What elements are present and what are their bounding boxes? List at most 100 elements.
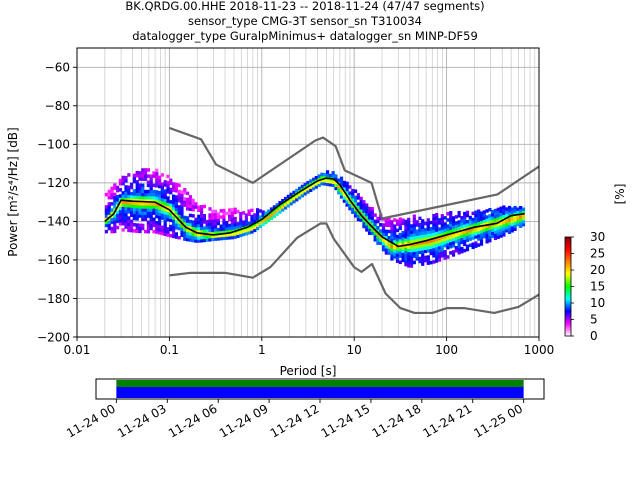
density-cell [491, 228, 495, 232]
density-cell [124, 191, 128, 195]
density-cell [454, 245, 458, 250]
density-cell [379, 216, 383, 221]
density-cell [166, 227, 170, 231]
density-cell [107, 205, 111, 209]
density-cell [211, 228, 215, 232]
density-cell [370, 231, 374, 236]
density-cell [415, 244, 419, 249]
density-cell [432, 244, 436, 249]
density-cell [407, 239, 411, 243]
density-cell [493, 227, 498, 231]
density-cell [491, 231, 495, 236]
density-cell [415, 223, 419, 227]
density-cell [180, 215, 184, 219]
density-cell [488, 220, 492, 224]
density-cell [437, 230, 442, 234]
density-cell [297, 195, 302, 200]
density-cell [446, 255, 450, 259]
density-cell [479, 236, 484, 240]
density-cell [135, 198, 139, 203]
density-cell [426, 233, 430, 238]
density-cell [393, 245, 397, 250]
density-cell [219, 236, 223, 241]
density-cell [107, 195, 111, 200]
density-cell [477, 227, 481, 232]
density-cell [477, 215, 481, 220]
density-cell [163, 226, 167, 230]
density-cell [199, 223, 204, 228]
density-cell [163, 229, 167, 233]
density-cell [267, 215, 271, 220]
density-cell [152, 211, 156, 215]
density-cell [121, 212, 125, 217]
density-cell [261, 219, 265, 224]
density-cell [253, 225, 257, 230]
density-cell [141, 195, 145, 200]
density-cell [323, 175, 327, 180]
density-cell [222, 224, 226, 228]
density-cell [443, 216, 447, 220]
density-cell [158, 209, 162, 213]
density-cell [267, 209, 271, 213]
density-cell [398, 242, 402, 246]
density-cell [390, 247, 394, 252]
density-cell [185, 228, 190, 233]
density-cell [199, 235, 204, 240]
density-cell [457, 241, 461, 246]
density-cell [194, 217, 198, 222]
density-cell [449, 238, 453, 243]
density-cell [474, 241, 478, 245]
density-cell [359, 202, 363, 207]
density-cell [261, 222, 265, 227]
density-cell [407, 217, 411, 222]
x-tick-label: 0.01 [64, 343, 91, 357]
density-cell [124, 197, 128, 202]
density-cell [138, 214, 142, 218]
density-cell [409, 261, 414, 265]
density-cell [177, 236, 181, 240]
density-cell [440, 251, 444, 255]
density-cell [401, 221, 405, 226]
density-cell [463, 239, 467, 244]
density-cell [418, 222, 422, 227]
density-cell [493, 233, 498, 237]
density-cell [152, 192, 156, 197]
density-cell [345, 187, 349, 192]
density-cell [286, 200, 290, 205]
density-cell [353, 189, 358, 193]
density-cell [278, 201, 282, 205]
density-cell [244, 216, 248, 220]
density-cell [141, 208, 145, 212]
density-cell [250, 214, 254, 219]
density-cell [149, 186, 153, 191]
density-cell [432, 247, 436, 252]
density-cell [171, 219, 176, 223]
density-cell [138, 205, 142, 209]
density-cell [426, 246, 430, 250]
density-cell [155, 168, 159, 173]
density-cell [379, 238, 383, 242]
density-cell [418, 235, 422, 239]
density-cell [432, 260, 436, 264]
density-cell [124, 209, 128, 214]
density-cell [113, 183, 117, 187]
density-cell [502, 205, 506, 209]
density-cell [155, 202, 159, 207]
density-cell [132, 204, 137, 208]
density-cell [465, 223, 470, 227]
density-cell [404, 256, 408, 261]
density-cell [421, 222, 425, 226]
density-cell [379, 241, 383, 246]
density-cell [409, 251, 414, 256]
density-cell [121, 181, 125, 186]
y-axis-ticks: −60 −80 −100 −120 −140 −160 −180 −200 [37, 61, 77, 344]
density-cell [166, 174, 170, 179]
density-cell [435, 240, 439, 245]
density-cell [418, 247, 422, 251]
density-cell [437, 248, 442, 253]
density-cell [141, 202, 145, 206]
density-cell [435, 237, 439, 242]
density-cell [169, 190, 173, 195]
density-cell [407, 230, 411, 234]
